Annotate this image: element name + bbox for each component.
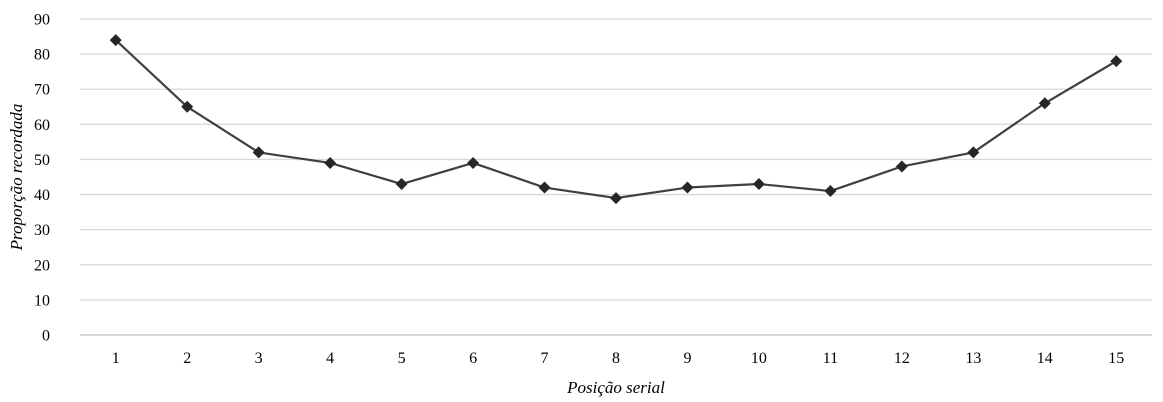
y-tick-label: 20 bbox=[34, 257, 50, 274]
y-tick-label: 40 bbox=[34, 187, 50, 204]
y-axis-title: Proporção recordada bbox=[7, 104, 26, 252]
data-point-marker bbox=[324, 156, 337, 169]
x-tick-label: 6 bbox=[469, 350, 477, 367]
data-point-marker bbox=[967, 146, 980, 159]
x-tick-label: 8 bbox=[612, 350, 620, 367]
x-tick-label: 1 bbox=[112, 350, 120, 367]
x-tick-label: 5 bbox=[398, 350, 406, 367]
x-tick-label: 7 bbox=[541, 350, 549, 367]
y-tick-label: 0 bbox=[42, 328, 50, 345]
data-point-marker bbox=[1110, 55, 1123, 68]
data-point-marker bbox=[610, 192, 622, 205]
y-tick-label: 50 bbox=[34, 152, 50, 169]
x-tick-label: 11 bbox=[823, 350, 838, 367]
y-tick-label: 90 bbox=[34, 12, 50, 29]
x-tick-label: 14 bbox=[1037, 350, 1053, 367]
series-line bbox=[114, 39, 1117, 200]
plot-series bbox=[109, 34, 1123, 205]
x-tick-label: 2 bbox=[183, 350, 191, 367]
y-tick-label: 60 bbox=[34, 117, 50, 134]
data-point-marker bbox=[467, 156, 480, 169]
x-tick-label: 3 bbox=[255, 350, 263, 367]
x-axis-title: Posição serial bbox=[566, 378, 665, 397]
data-point-marker bbox=[395, 178, 408, 191]
x-tick-label: 4 bbox=[326, 350, 334, 367]
x-tick-label: 15 bbox=[1108, 350, 1124, 367]
data-point-marker bbox=[252, 146, 265, 159]
x-tick-label: 13 bbox=[965, 350, 981, 367]
y-tick-label: 30 bbox=[34, 222, 50, 239]
data-point-marker bbox=[181, 100, 194, 113]
y-tick-label: 70 bbox=[34, 82, 50, 99]
data-point-marker bbox=[895, 160, 908, 173]
x-tick-label: 9 bbox=[683, 350, 691, 367]
gridlines bbox=[80, 18, 1152, 336]
y-tick-label: 10 bbox=[34, 292, 50, 309]
x-tick-label: 12 bbox=[894, 350, 910, 367]
data-point-marker bbox=[681, 181, 694, 194]
x-tick-label: 10 bbox=[751, 350, 767, 367]
data-point-marker bbox=[538, 181, 551, 194]
data-point-marker bbox=[752, 178, 765, 191]
x-axis-tick-labels: 1 2 3 4 5 6 7 8 9 10 11 12 13 14 15 bbox=[112, 350, 1125, 367]
y-tick-label: 80 bbox=[34, 47, 50, 64]
y-axis-tick-labels: 0 10 20 30 40 50 60 70 80 90 bbox=[34, 12, 50, 345]
data-point-marker bbox=[109, 34, 122, 47]
data-point-marker bbox=[824, 185, 837, 198]
data-point-marker bbox=[1038, 97, 1051, 110]
